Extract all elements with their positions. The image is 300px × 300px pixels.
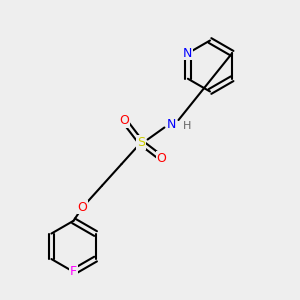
Text: S: S: [137, 136, 145, 149]
Text: O: O: [78, 201, 87, 214]
Text: N: N: [166, 118, 176, 131]
Text: O: O: [157, 152, 166, 165]
Text: F: F: [70, 265, 77, 278]
Text: O: O: [120, 114, 129, 128]
Text: H: H: [182, 121, 191, 131]
Text: N: N: [183, 47, 193, 60]
